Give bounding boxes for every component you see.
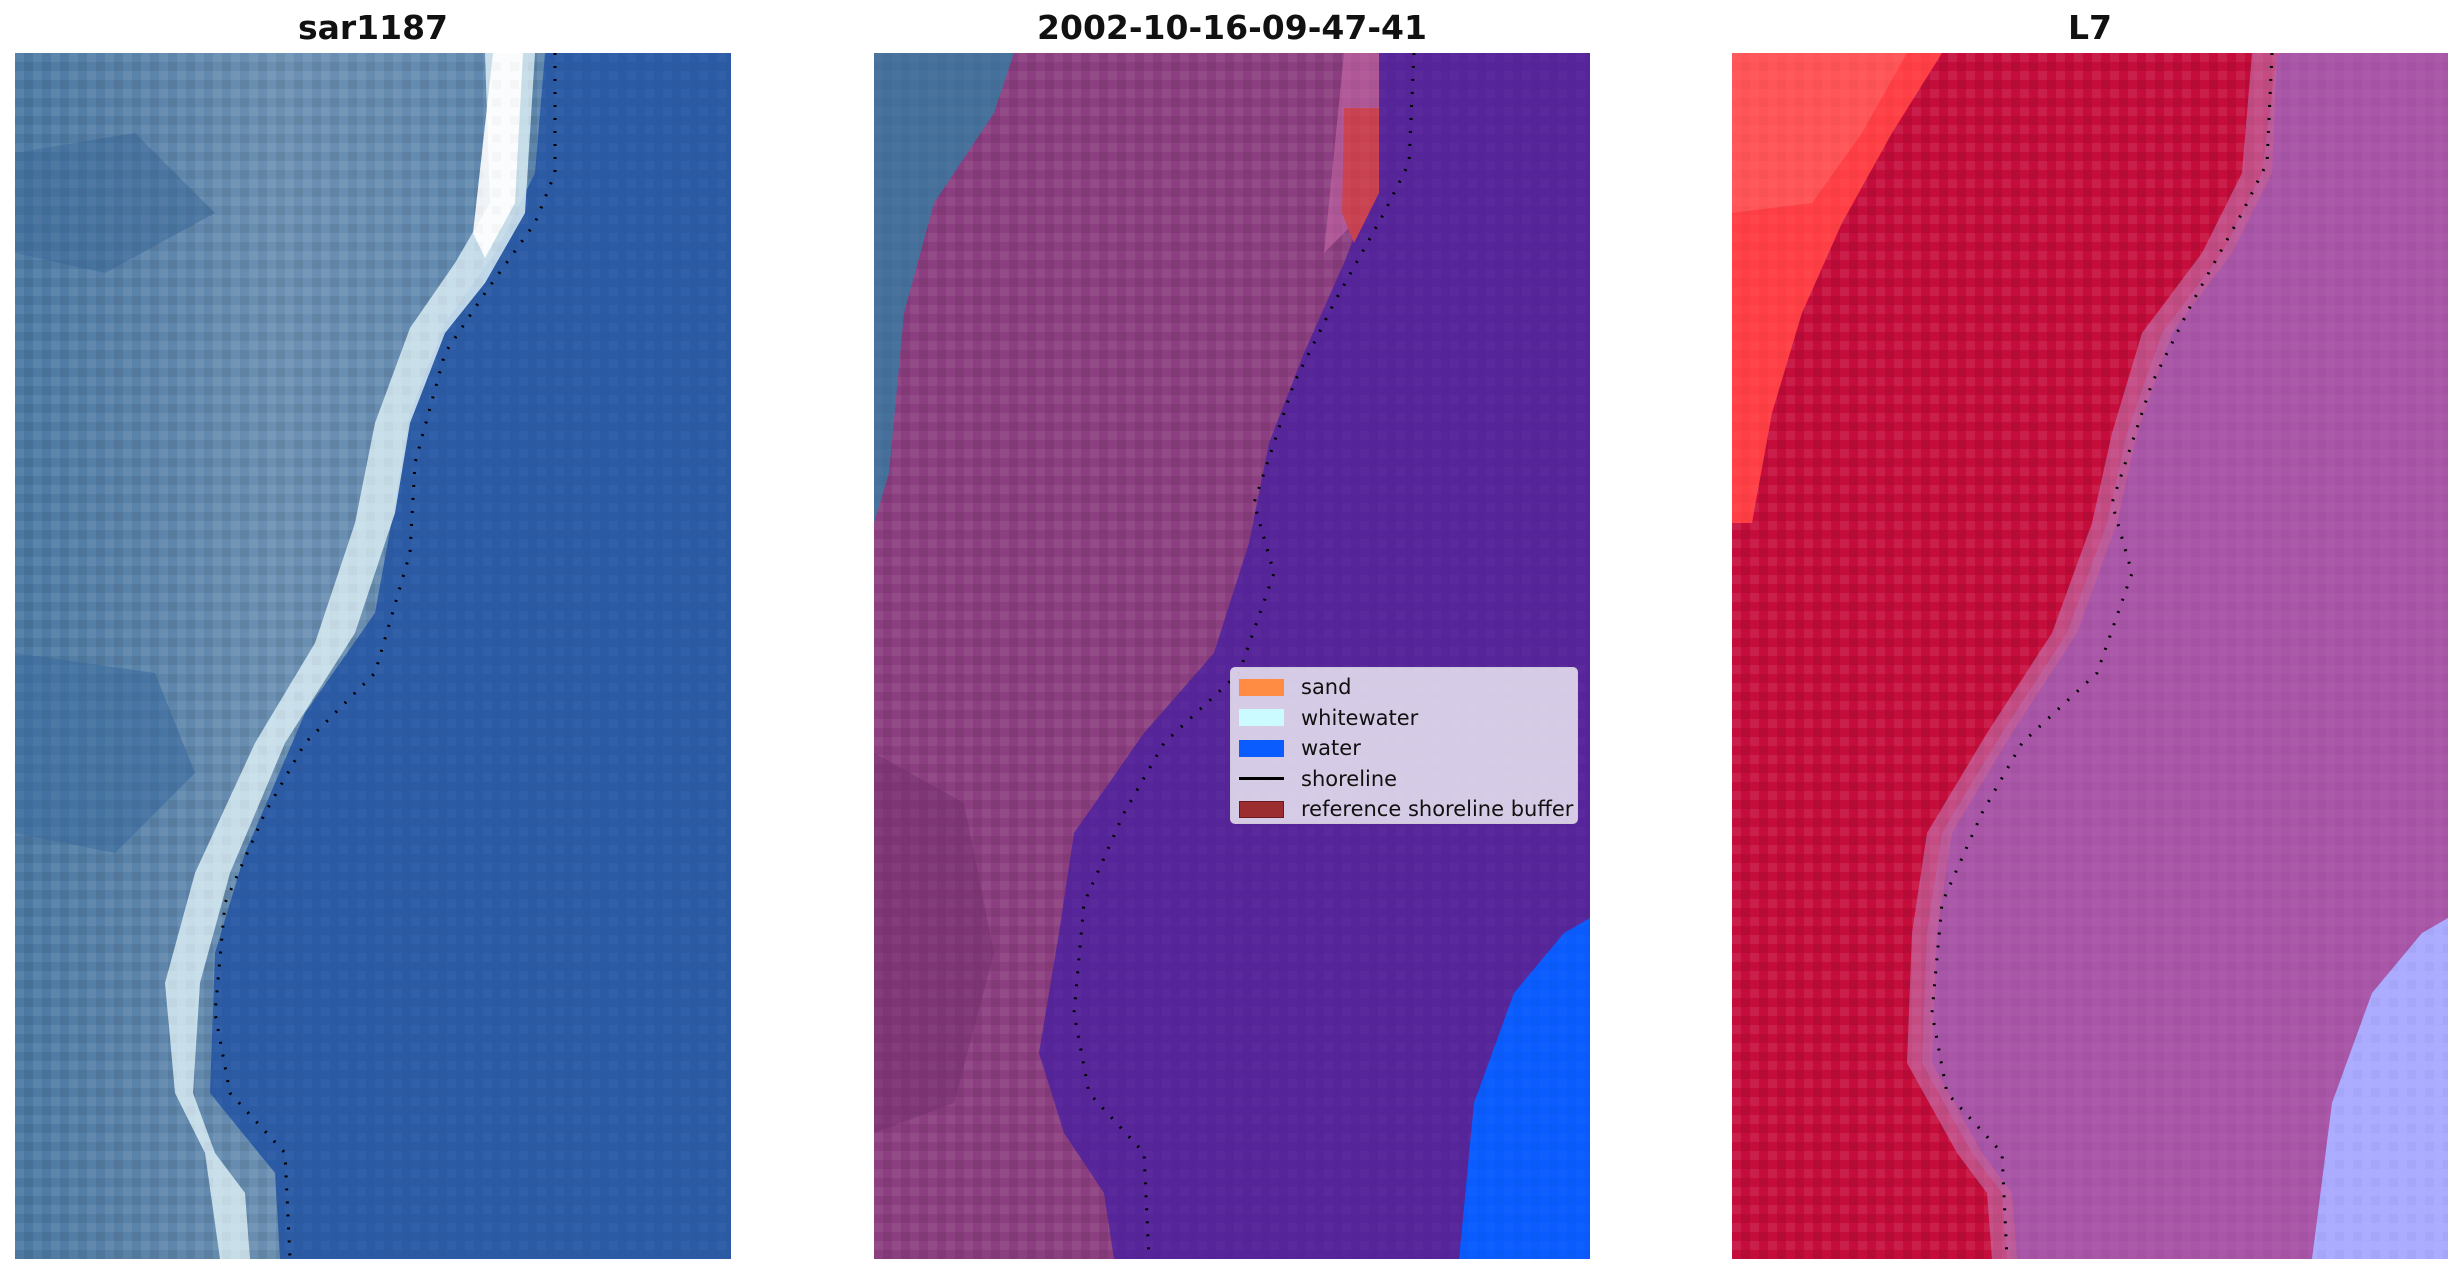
legend-item-shoreline: shoreline <box>1239 764 1569 795</box>
index-image <box>1732 53 2448 1259</box>
legend-item-sand: sand <box>1239 672 1569 703</box>
rgb-image <box>15 53 731 1259</box>
legend: sand whitewater water shoreline referenc… <box>1230 667 1578 824</box>
legend-swatch-shoreline <box>1239 777 1284 781</box>
legend-swatch-whitewater <box>1239 709 1284 727</box>
legend-item-reference-buffer: reference shoreline buffer <box>1239 794 1573 825</box>
legend-swatch-water <box>1239 739 1284 757</box>
legend-swatch-reference-buffer <box>1239 800 1284 818</box>
legend-label-water: water <box>1301 736 1361 761</box>
legend-label-whitewater: whitewater <box>1301 705 1419 730</box>
classified-image <box>874 53 1590 1259</box>
panel-title-rgb: sar1187 <box>297 8 449 47</box>
panel-title-index: L7 <box>2068 8 2112 47</box>
legend-item-water: water <box>1239 733 1569 764</box>
legend-item-whitewater: whitewater <box>1239 703 1569 734</box>
panel-title-classified: 2002-10-16-09-47-41 <box>1037 8 1427 47</box>
legend-label-shoreline: shoreline <box>1301 766 1398 791</box>
legend-label-sand: sand <box>1301 675 1352 700</box>
legend-swatch-sand <box>1239 678 1284 696</box>
legend-label-reference-buffer: reference shoreline buffer <box>1301 797 1574 822</box>
